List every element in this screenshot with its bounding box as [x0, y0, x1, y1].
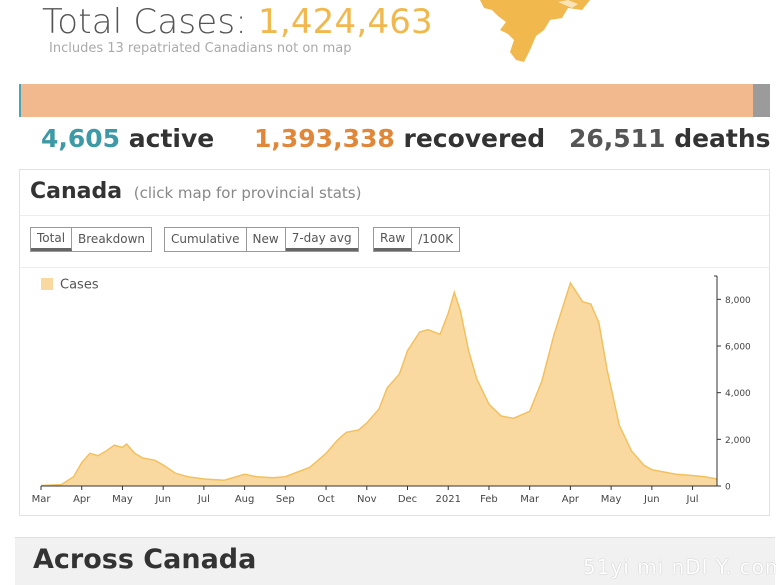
- mode-toggle: Cumulative New 7-day avg: [164, 227, 359, 252]
- raw-button[interactable]: Raw: [374, 228, 413, 251]
- legend-swatch: [41, 278, 53, 290]
- x-tick-label: Sep: [276, 494, 295, 505]
- cases-line: [40, 281, 718, 487]
- across-canada-section: Across Canada: [15, 537, 775, 585]
- recovered-segment: [21, 84, 753, 117]
- x-tick-label: Nov: [357, 494, 377, 505]
- per-100k-button[interactable]: /100K: [412, 228, 460, 251]
- x-tick-label: 2021: [436, 494, 461, 505]
- cases-chart-svg: Mar Apr May Jun Jul Aug Sep Oct Nov Dec 2021 Feb Mar…: [32, 275, 751, 505]
- panel-title: Canada (click map for provincial stats): [30, 179, 361, 204]
- watermark: 51yi mi nDI Y. com: [583, 555, 776, 579]
- y-tick-label: 0: [725, 483, 731, 493]
- x-tick-label: May: [112, 494, 133, 505]
- deaths-label: deaths: [674, 124, 771, 153]
- x-tick-label: Aug: [235, 494, 255, 505]
- recovered-label: recovered: [403, 124, 546, 153]
- x-tick-label: Jun: [154, 494, 171, 505]
- x-tick-label: Mar: [520, 494, 540, 505]
- y-tick-label: 6,000: [725, 343, 751, 353]
- new-button[interactable]: New: [246, 228, 286, 251]
- y-tick-label: 2,000: [725, 436, 751, 446]
- deaths-stat: 26,511 deaths: [569, 124, 771, 160]
- panel-header: Canada (click map for provincial stats): [20, 170, 769, 216]
- recovered-count: 1,393,338: [254, 124, 395, 153]
- x-tick-label: Apr: [73, 494, 91, 505]
- active-stat: 4,605 active: [41, 124, 214, 160]
- active-count: 4,605: [41, 124, 121, 153]
- view-toggle: Total Breakdown: [30, 227, 152, 252]
- panel-title-text: Canada: [30, 179, 123, 204]
- repatriated-note: Includes 13 repatriated Canadians not on…: [49, 41, 352, 56]
- x-tick-label: Feb: [480, 494, 498, 505]
- total-cases-value: 1,424,463: [258, 2, 433, 42]
- breakdown-button[interactable]: Breakdown: [72, 228, 151, 251]
- x-tick-label: Jun: [643, 494, 660, 505]
- x-tick-label: Jul: [686, 494, 699, 505]
- seven-day-avg-button[interactable]: 7-day avg: [285, 228, 358, 251]
- total-cases-heading: Total Cases: 1,424,463: [42, 2, 433, 42]
- deaths-count: 26,511: [569, 124, 666, 153]
- recovered-stat: 1,393,338 recovered: [254, 124, 545, 160]
- total-button[interactable]: Total: [31, 228, 73, 251]
- cumulative-button[interactable]: Cumulative: [165, 228, 247, 251]
- cases-chart: Mar Apr May Jun Jul Aug Sep Oct Nov Dec 2021 Feb Mar…: [20, 267, 769, 515]
- scale-toggle: Raw /100K: [373, 227, 461, 252]
- case-status-bar: [19, 84, 770, 117]
- x-tick-label: Mar: [32, 494, 52, 505]
- x-tick-label: Apr: [562, 494, 580, 505]
- x-tick-label: May: [601, 494, 622, 505]
- cases-area: [41, 283, 717, 486]
- active-label: active: [128, 124, 215, 153]
- y-tick-label: 8,000: [725, 296, 751, 306]
- x-tick-label: Oct: [317, 494, 334, 505]
- legend-label: Cases: [60, 278, 99, 293]
- ontario-map-fragment[interactable]: [470, 0, 620, 70]
- canada-panel: Canada (click map for provincial stats) …: [19, 169, 770, 516]
- total-cases-label: Total Cases:: [42, 2, 247, 42]
- panel-subtitle: (click map for provincial stats): [133, 184, 362, 202]
- across-canada-title: Across Canada: [33, 544, 257, 575]
- x-tick-label: Dec: [398, 494, 417, 505]
- x-tick-label: Jul: [197, 494, 210, 505]
- y-tick-label: 4,000: [725, 389, 751, 399]
